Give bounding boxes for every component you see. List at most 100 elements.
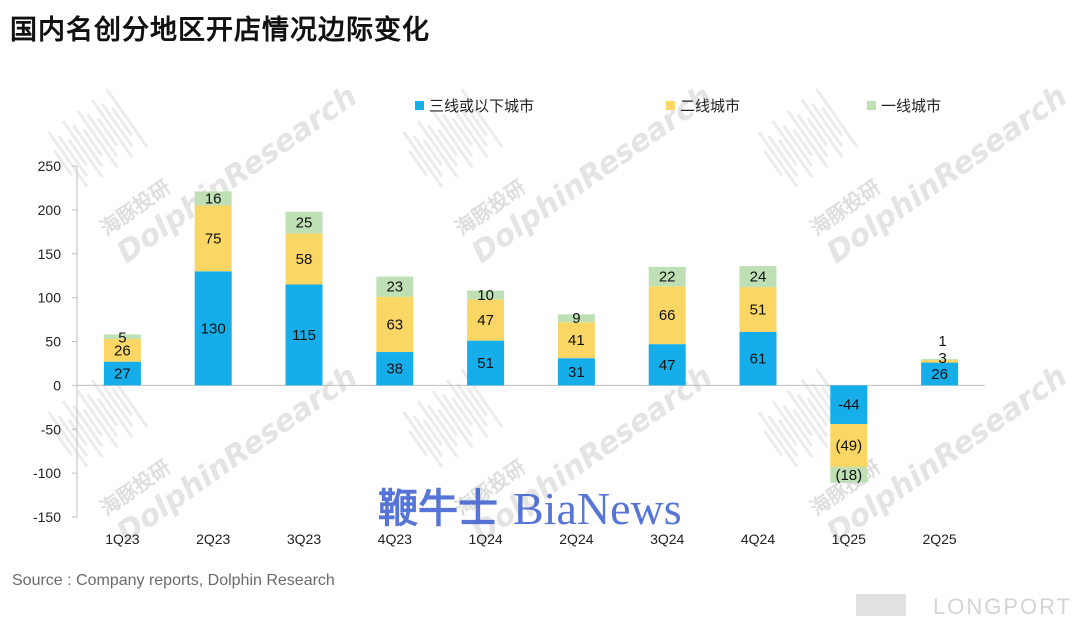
watermark-bar bbox=[441, 393, 474, 438]
watermark-bar bbox=[86, 393, 119, 438]
y-tick-label: 200 bbox=[38, 202, 62, 218]
watermark-bar bbox=[96, 117, 118, 147]
watermark-bar bbox=[777, 419, 798, 447]
bar-segment bbox=[921, 362, 959, 386]
y-tick-label: 50 bbox=[45, 334, 61, 350]
watermark-bar bbox=[460, 88, 504, 149]
y-tick-label: 150 bbox=[38, 246, 62, 262]
watermark-en: DolphinResearch bbox=[110, 359, 363, 551]
watermark-bar bbox=[445, 98, 489, 159]
y-tick-label: 0 bbox=[53, 377, 61, 393]
watermark-bar bbox=[82, 128, 103, 157]
bar-segment bbox=[194, 205, 232, 272]
watermark-bar bbox=[806, 117, 828, 147]
watermark-bar bbox=[90, 378, 134, 439]
watermark-en: DolphinResearch bbox=[110, 79, 363, 271]
watermark-bar bbox=[105, 88, 149, 149]
watermark-bar bbox=[72, 124, 104, 168]
watermark-bar bbox=[76, 389, 119, 448]
bar-segment bbox=[921, 359, 959, 363]
watermark-bar bbox=[100, 382, 134, 428]
watermark-bar bbox=[61, 120, 104, 178]
watermark-bar bbox=[47, 131, 89, 188]
bar-segment bbox=[376, 276, 414, 297]
watermark-bar bbox=[451, 117, 473, 147]
x-tick-label: 2Q24 bbox=[559, 531, 593, 547]
watermark-bar bbox=[757, 131, 799, 188]
watermark-bar bbox=[796, 113, 829, 158]
data-label: 66 bbox=[659, 307, 676, 324]
bar-segment bbox=[376, 296, 414, 353]
chart-title: 国内名创分地区开店情况边际变化 bbox=[10, 15, 430, 46]
bar-layer: 2726513075161155825386323514710314194766… bbox=[103, 190, 959, 484]
longport-logo: LONGPORT bbox=[933, 594, 1072, 619]
watermark-bar bbox=[767, 415, 799, 457]
watermark-bar bbox=[53, 149, 73, 177]
bar-segment bbox=[467, 299, 505, 341]
data-label: 3 bbox=[938, 350, 946, 367]
x-tick-label: 3Q24 bbox=[650, 531, 684, 547]
bar-segment bbox=[830, 385, 868, 424]
data-label: 63 bbox=[386, 316, 403, 333]
watermark-bar bbox=[100, 102, 134, 148]
y-tick-label: -150 bbox=[33, 509, 61, 525]
watermark-bar bbox=[796, 393, 829, 438]
legend-swatch bbox=[666, 101, 675, 110]
watermark-bar bbox=[76, 109, 119, 168]
watermark-bar bbox=[792, 408, 813, 437]
bar-segment bbox=[648, 344, 686, 386]
watermark-bar bbox=[792, 128, 813, 157]
watermark-bar bbox=[800, 98, 844, 159]
watermark-bar bbox=[821, 106, 843, 137]
watermark-bar bbox=[57, 135, 89, 177]
watermark-bar bbox=[757, 411, 799, 468]
watermark-bar bbox=[67, 139, 88, 167]
watermark-bar bbox=[427, 404, 459, 448]
watermark-bar bbox=[455, 382, 489, 428]
watermark-bar bbox=[422, 419, 443, 447]
data-label: (18) bbox=[835, 467, 862, 484]
watermark-bar bbox=[427, 124, 459, 168]
data-label: 58 bbox=[296, 251, 313, 268]
data-label: 47 bbox=[477, 312, 494, 329]
bar-segment bbox=[739, 331, 777, 386]
watermark-bar bbox=[455, 102, 489, 148]
bar-segment bbox=[557, 358, 595, 386]
x-tick-label: 2Q25 bbox=[922, 531, 956, 547]
data-label: 38 bbox=[386, 361, 403, 378]
watermark-bar bbox=[767, 135, 799, 177]
watermark-bar bbox=[111, 386, 133, 417]
watermark-bar bbox=[416, 120, 459, 178]
bar-segment bbox=[557, 314, 595, 323]
x-tick-label: 1Q23 bbox=[105, 531, 139, 547]
watermark-bar bbox=[82, 408, 103, 437]
data-label: 24 bbox=[750, 269, 767, 286]
data-label: 22 bbox=[659, 269, 676, 286]
legend-label: 二线城市 bbox=[680, 97, 740, 115]
data-label: 31 bbox=[568, 364, 585, 381]
watermark-bar bbox=[86, 113, 119, 158]
data-label: 9 bbox=[572, 310, 580, 327]
watermark-bar bbox=[422, 139, 443, 167]
watermark-bar bbox=[810, 102, 844, 148]
bar-segment bbox=[739, 266, 777, 288]
data-label: 26 bbox=[931, 366, 948, 383]
data-label: 27 bbox=[114, 366, 131, 383]
watermark-bar bbox=[782, 124, 814, 168]
x-tick-label: 1Q24 bbox=[468, 531, 502, 547]
y-tick-label: 100 bbox=[38, 290, 62, 306]
watermark-bar bbox=[111, 106, 133, 137]
y-tick-label: -100 bbox=[33, 465, 61, 481]
watermark-bar bbox=[57, 415, 89, 457]
bar-segment bbox=[648, 266, 686, 287]
legend-swatch bbox=[415, 101, 424, 110]
bar-segment bbox=[921, 359, 959, 360]
bar-segment bbox=[830, 423, 868, 467]
bar-segment bbox=[194, 191, 232, 206]
watermark-bar bbox=[431, 109, 474, 168]
source-note: Source : Company reports, Dolphin Resear… bbox=[12, 572, 335, 589]
longport-logo-icon bbox=[856, 594, 906, 616]
